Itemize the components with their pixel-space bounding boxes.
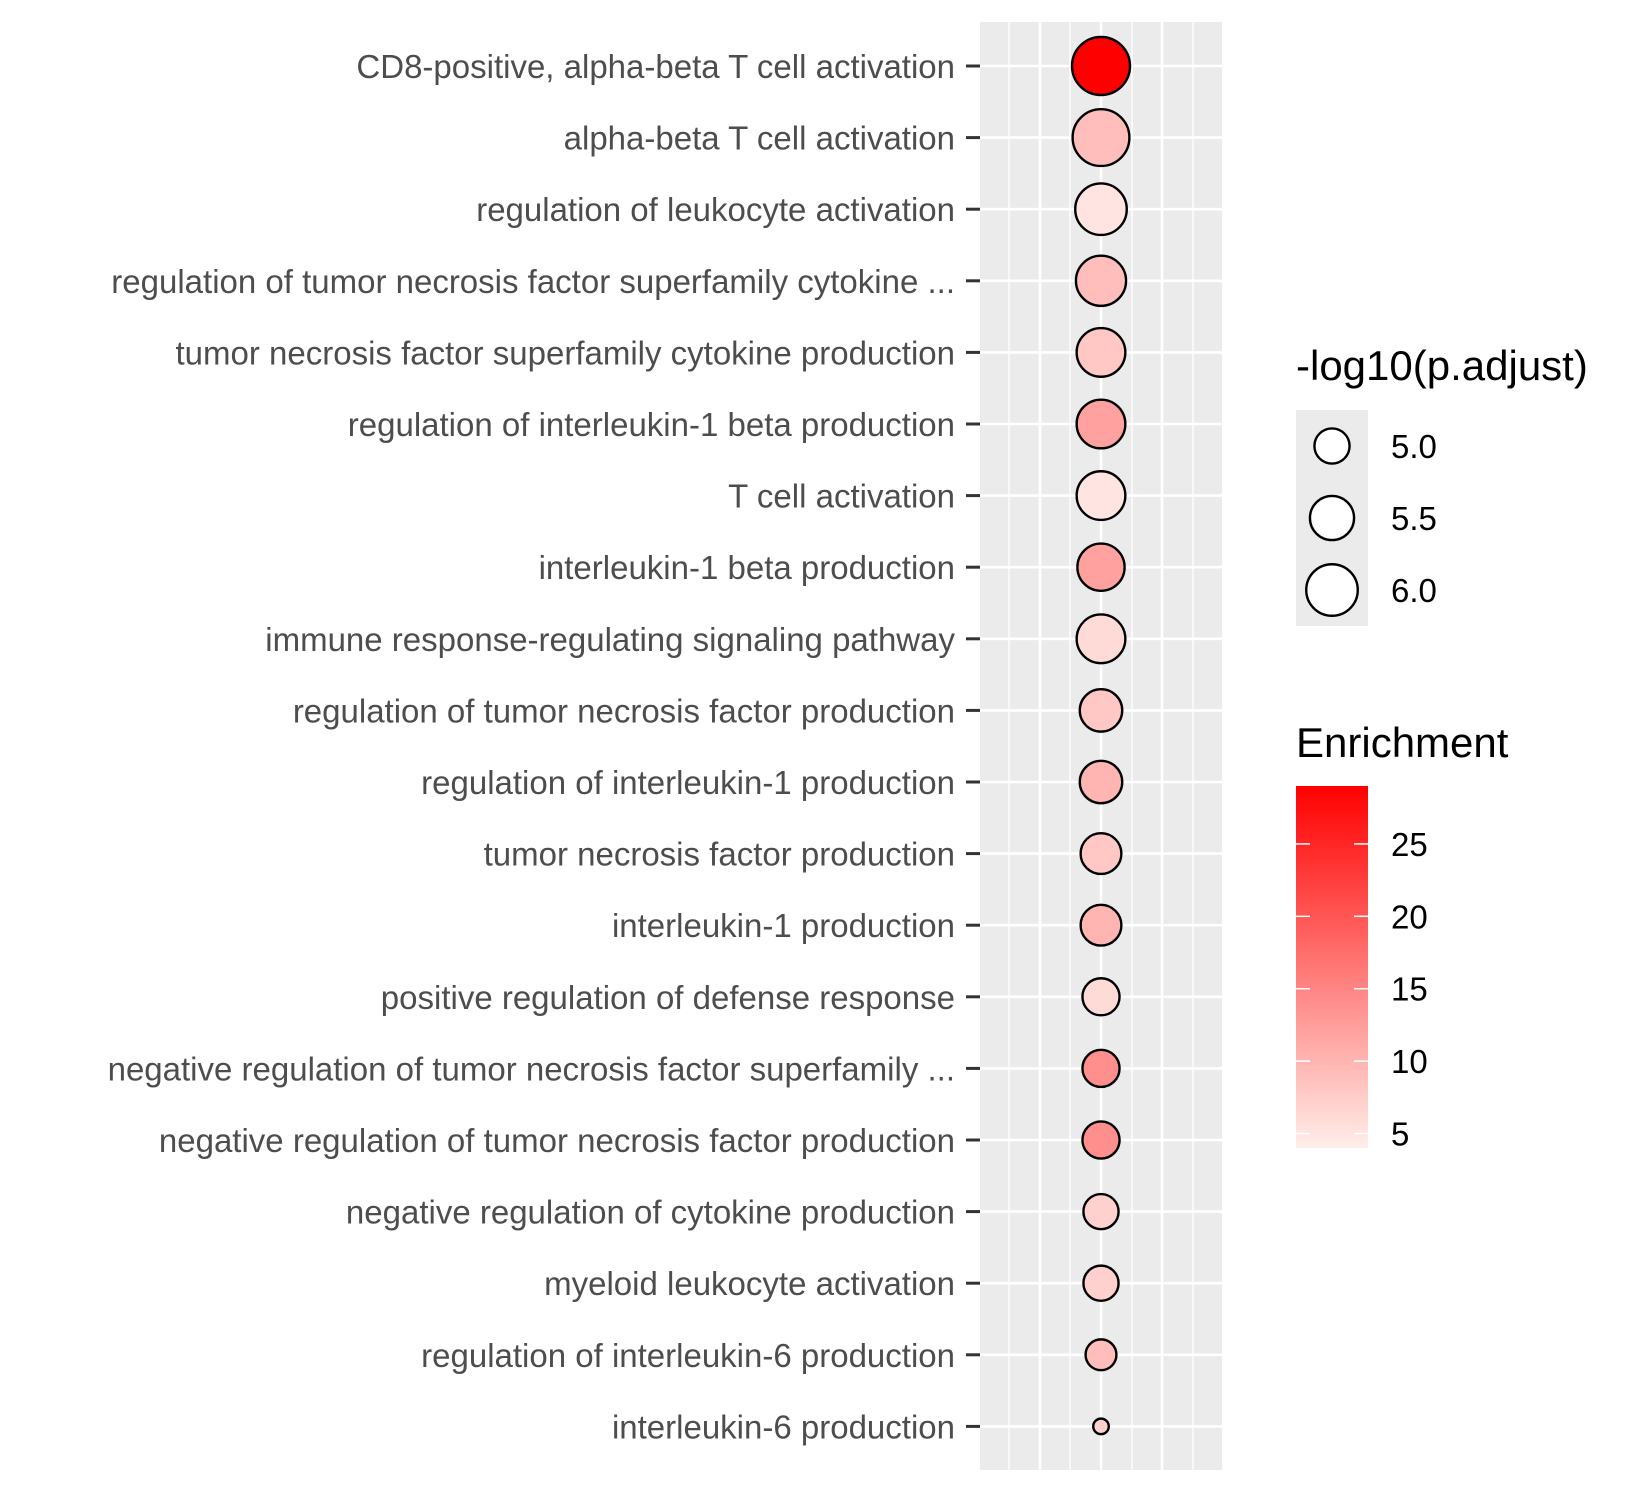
- category-label: interleukin-6 production: [612, 1408, 955, 1445]
- color-legend: Enrichment 5 10 15 20 25: [1296, 719, 1509, 1153]
- category-label: interleukin-1 production: [612, 907, 955, 944]
- data-point: [1078, 759, 1124, 805]
- category-label: myeloid leukocyte activation: [544, 1265, 955, 1302]
- size-legend-label: 5.5: [1391, 500, 1437, 537]
- color-legend-label: 25: [1391, 826, 1428, 863]
- color-legend-label: 15: [1391, 971, 1428, 1008]
- data-point: [1070, 35, 1132, 97]
- data-point: [1071, 108, 1131, 168]
- data-point: [1074, 182, 1128, 237]
- data-point: [1081, 977, 1121, 1017]
- size-legend-label: 5.0: [1391, 428, 1437, 465]
- y-axis-tick-labels: CD8-positive, alpha-beta T cell activati…: [108, 48, 956, 1445]
- color-legend-label: 20: [1391, 898, 1428, 935]
- size-legend-title: -log10(p.adjust): [1296, 342, 1588, 389]
- y-axis-ticks: [966, 64, 980, 1428]
- category-label: tumor necrosis factor production: [484, 836, 955, 873]
- color-legend-label: 5: [1391, 1116, 1409, 1153]
- data-point: [1078, 687, 1124, 733]
- category-label: interleukin-1 beta production: [539, 549, 955, 586]
- size-legend-label: 6.0: [1391, 572, 1437, 609]
- color-bar: [1296, 786, 1368, 1148]
- category-label: immune response-regulating signaling pat…: [265, 621, 955, 658]
- category-label: regulation of interleukin-1 production: [421, 764, 955, 801]
- data-point: [1082, 1264, 1120, 1302]
- data-points: [1070, 35, 1132, 1436]
- category-label: alpha-beta T cell activation: [564, 120, 955, 157]
- category-label: tumor necrosis factor superfamily cytoki…: [176, 334, 956, 371]
- data-point: [1079, 832, 1123, 876]
- data-point: [1074, 254, 1128, 308]
- data-point: [1075, 326, 1127, 378]
- data-point: [1075, 470, 1127, 522]
- color-legend-label: 10: [1391, 1043, 1428, 1080]
- size-legend: -log10(p.adjust) 5.0 5.5 6.0: [1296, 342, 1588, 626]
- category-label: negative regulation of tumor necrosis fa…: [159, 1122, 955, 1159]
- category-label: regulation of interleukin-6 production: [421, 1337, 955, 1374]
- data-point: [1081, 1120, 1121, 1160]
- category-label: regulation of leukocyte activation: [476, 191, 955, 228]
- category-label: negative regulation of cytokine producti…: [346, 1194, 955, 1231]
- size-legend-key: [1308, 494, 1356, 542]
- color-legend-title: Enrichment: [1296, 719, 1509, 766]
- category-label: CD8-positive, alpha-beta T cell activati…: [356, 48, 955, 85]
- category-label: regulation of tumor necrosis factor supe…: [111, 263, 955, 300]
- data-point: [1082, 1192, 1120, 1231]
- category-label: negative regulation of tumor necrosis fa…: [108, 1050, 955, 1087]
- category-label: regulation of tumor necrosis factor prod…: [293, 692, 955, 729]
- data-point: [1079, 903, 1123, 947]
- data-point: [1084, 1338, 1118, 1372]
- category-label: positive regulation of defense response: [381, 979, 955, 1016]
- category-label: regulation of interleukin-1 beta product…: [348, 406, 955, 443]
- data-point: [1075, 613, 1127, 665]
- size-legend-key: [1305, 563, 1359, 617]
- data-point: [1092, 1417, 1110, 1436]
- data-point: [1075, 398, 1127, 450]
- data-point: [1076, 542, 1126, 593]
- size-legend-key: [1313, 427, 1351, 465]
- category-label: T cell activation: [728, 478, 955, 515]
- data-point: [1081, 1048, 1121, 1089]
